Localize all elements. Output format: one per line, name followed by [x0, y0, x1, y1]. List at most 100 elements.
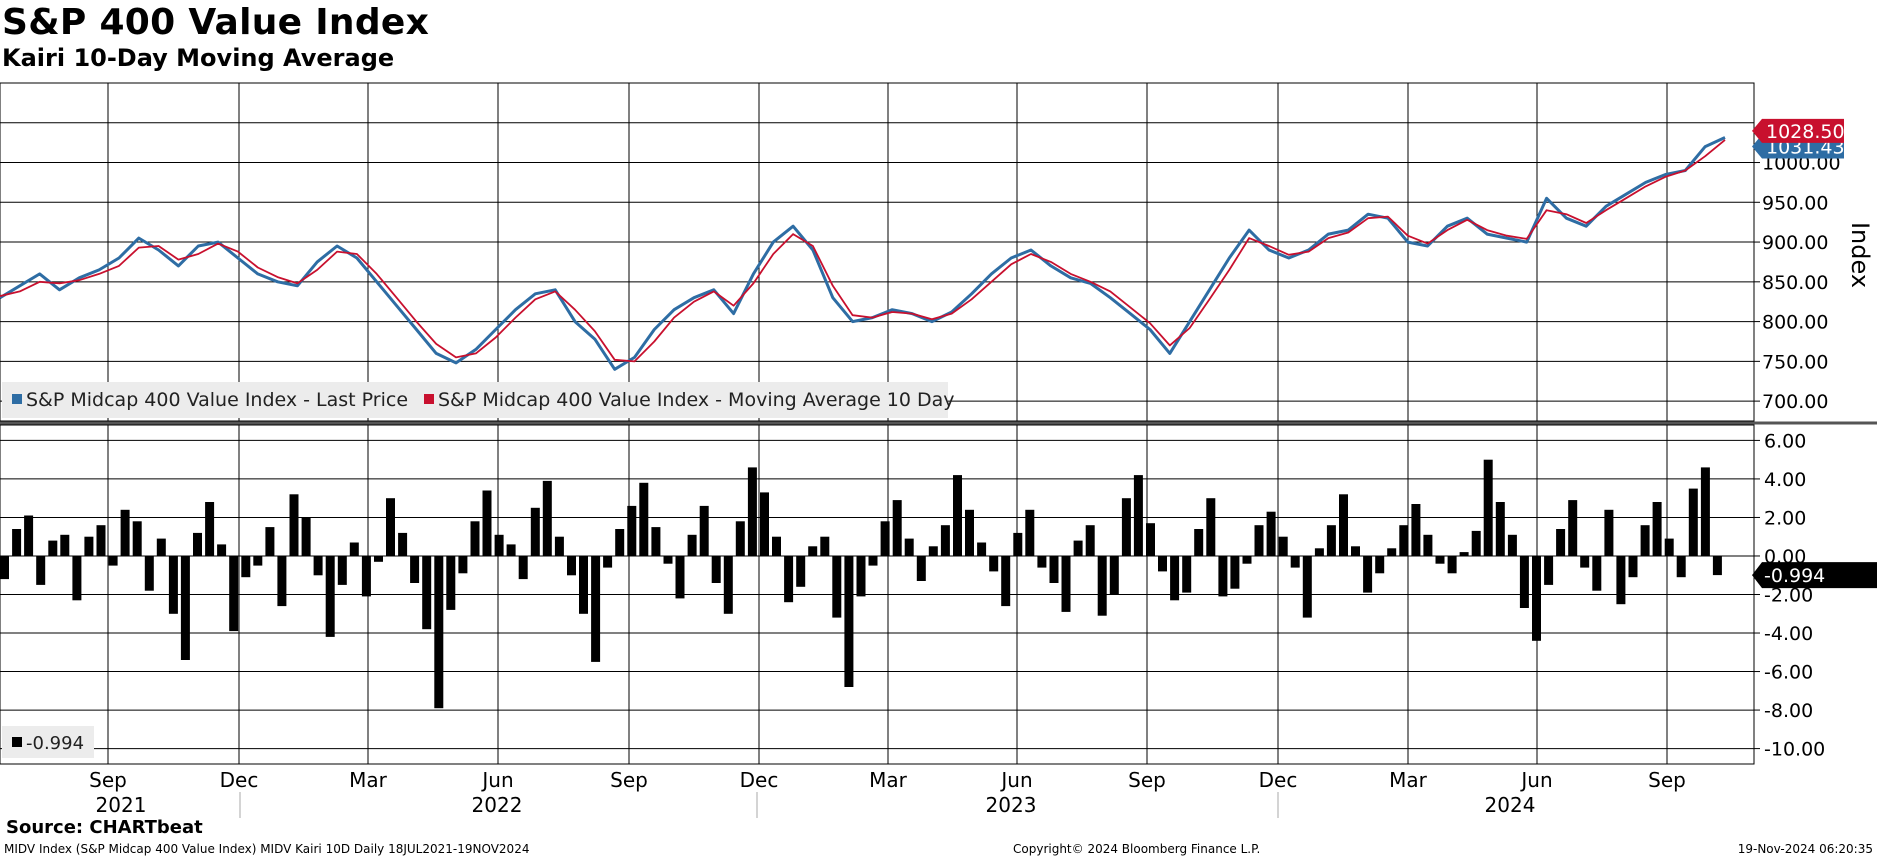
- kairi-bar: [180, 556, 190, 660]
- kairi-bar: [723, 556, 733, 614]
- kairi-bar: [1266, 511, 1276, 556]
- kairi-bar: [410, 556, 420, 583]
- price-tick-label: 950.00: [1762, 192, 1828, 214]
- kairi-bar: [325, 556, 335, 637]
- kairi-bar: [965, 509, 974, 556]
- kairi-bar: [1351, 546, 1360, 556]
- kairi-bar: [398, 532, 408, 556]
- kairi-bar: [446, 556, 456, 610]
- kairi-bar: [735, 521, 745, 556]
- kairi-bar: [0, 556, 9, 580]
- x-year-label: 2023: [986, 793, 1037, 817]
- kairi-bar: [72, 556, 82, 601]
- kairi-bar: [663, 556, 673, 564]
- kairi-bar: [1158, 556, 1167, 572]
- legend-label-last-price: S&P Midcap 400 Value Index - Last Price: [26, 389, 408, 411]
- kairi-bar: [1206, 498, 1216, 556]
- kairi-bar: [1411, 504, 1421, 556]
- moving-average-line: [0, 139, 1726, 363]
- kairi-bar: [784, 556, 794, 603]
- kairi-tick-label: -6.00: [1764, 662, 1813, 684]
- kairi-bar: [156, 538, 166, 556]
- footer-description: MIDV Index (S&P Midcap 400 Value Index) …: [4, 842, 530, 856]
- kairi-bar: [892, 500, 902, 556]
- legend-background: [2, 382, 948, 418]
- kairi-bar: [434, 556, 444, 709]
- kairi-bar: [1363, 556, 1373, 593]
- kairi-bar: [289, 494, 299, 556]
- kairi-bar: [989, 556, 999, 572]
- kairi-bar: [1604, 509, 1614, 556]
- kairi-tick-label: -10.00: [1764, 739, 1825, 761]
- x-month-label: Dec: [220, 768, 259, 792]
- kairi-bar: [579, 556, 588, 614]
- price-tick-label: 800.00: [1762, 312, 1828, 334]
- kairi-tick-label: 4.00: [1764, 469, 1806, 491]
- kairi-bar: [1495, 502, 1505, 556]
- kairi-bar: [108, 556, 118, 566]
- kairi-bar: [1616, 556, 1626, 605]
- chart-subtitle: Kairi 10-Day Moving Average: [2, 44, 395, 72]
- kairi-bar: [1712, 556, 1722, 576]
- kairi-legend: -0.994: [2, 726, 94, 758]
- kairi-bar: [1314, 548, 1324, 556]
- kairi-bar: [241, 556, 251, 578]
- legend-swatch-moving-average: [424, 394, 434, 404]
- chart-title: S&P 400 Value Index: [2, 2, 430, 43]
- kairi-bar: [301, 517, 311, 556]
- kairi-bar: [313, 556, 323, 576]
- kairi-bar: [591, 556, 601, 662]
- axis-layer: 700.00750.00800.00850.00900.00950.001000…: [89, 118, 1877, 818]
- moving-average-tag: 1028.50: [1752, 118, 1845, 143]
- kairi-bar: [832, 556, 842, 618]
- kairi-bar: [1676, 556, 1686, 578]
- kairi-bar: [60, 534, 70, 556]
- kairi-bar: [772, 536, 781, 556]
- kairi-bar: [217, 544, 227, 556]
- kairi-bar: [1085, 525, 1095, 556]
- grid-layer: [0, 82, 1877, 765]
- kairi-bar: [482, 490, 492, 556]
- kairi-bar: [542, 480, 552, 556]
- kairi-bar: [1146, 523, 1155, 556]
- price-ylabel: Index: [1846, 222, 1874, 288]
- kairi-bar: [12, 529, 22, 556]
- kairi-bar: [494, 534, 504, 556]
- kairi-bar: [1700, 467, 1710, 556]
- kairi-bar: [1109, 556, 1119, 595]
- kairi-bar: [361, 556, 371, 597]
- kairi-bar: [24, 515, 34, 556]
- kairi-tick-label: -4.00: [1764, 623, 1813, 645]
- kairi-bar: [1001, 556, 1011, 607]
- kairi-bar: [120, 509, 130, 556]
- kairi-bar: [458, 556, 468, 574]
- kairi-bar: [627, 505, 637, 556]
- kairi-bar: [615, 529, 625, 556]
- x-month-label: Dec: [1259, 768, 1298, 792]
- kairi-bar: [699, 505, 709, 556]
- x-year-label: 2021: [96, 793, 147, 817]
- kairi-bar: [760, 492, 769, 556]
- price-legend: S&P Midcap 400 Value Index - Last Price S…: [2, 382, 955, 418]
- kairi-bar: [1640, 525, 1650, 556]
- kairi-bar: [506, 544, 516, 556]
- kairi-bar: [953, 475, 962, 556]
- kairi-bar: [168, 556, 178, 614]
- kairi-bar: [1037, 556, 1047, 568]
- kairi-bar: [1387, 548, 1397, 556]
- kairi-bar: [1218, 556, 1228, 597]
- kairi-bar: [1568, 500, 1578, 556]
- kairi-bar: [1483, 459, 1493, 556]
- kairi-bar: [36, 556, 46, 585]
- kairi-bar: [1688, 488, 1698, 556]
- kairi-bar: [1652, 502, 1662, 556]
- kairi-bar: [277, 556, 287, 607]
- x-month-label: Jun: [1519, 768, 1552, 792]
- kairi-bar: [856, 556, 866, 597]
- kairi-bar: [603, 556, 613, 568]
- kairi-bar: [1532, 556, 1541, 641]
- kairi-tick-label: 6.00: [1764, 430, 1806, 452]
- x-year-label: 2022: [472, 793, 523, 817]
- kairi-bar: [265, 527, 275, 556]
